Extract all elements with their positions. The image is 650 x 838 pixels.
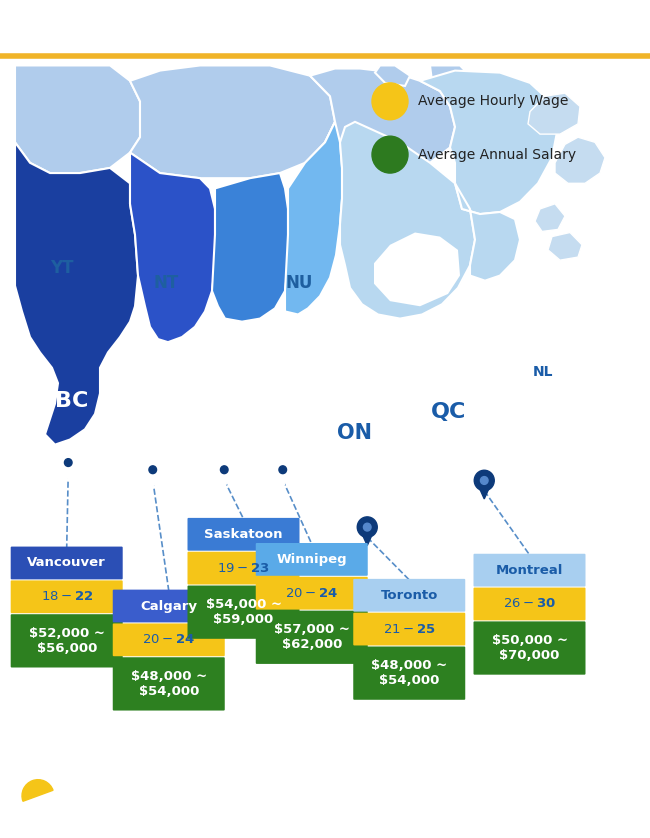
- Circle shape: [363, 523, 371, 531]
- Text: Winnipeg: Winnipeg: [276, 553, 347, 566]
- Polygon shape: [148, 476, 158, 489]
- Polygon shape: [212, 173, 288, 322]
- Circle shape: [474, 470, 494, 491]
- Polygon shape: [219, 476, 229, 489]
- Polygon shape: [420, 70, 558, 214]
- Circle shape: [58, 453, 78, 473]
- Polygon shape: [375, 65, 410, 86]
- Text: Montreal: Montreal: [496, 564, 563, 577]
- FancyBboxPatch shape: [353, 646, 465, 700]
- Text: SK: SK: [216, 406, 245, 425]
- Circle shape: [372, 83, 408, 120]
- Polygon shape: [555, 137, 605, 184]
- Text: YT: YT: [50, 260, 73, 277]
- FancyBboxPatch shape: [187, 518, 300, 551]
- Text: Average Annual Salary: Average Annual Salary: [418, 147, 576, 162]
- FancyBboxPatch shape: [255, 543, 368, 576]
- FancyBboxPatch shape: [473, 622, 586, 675]
- Circle shape: [358, 517, 377, 537]
- Text: $26 - $30: $26 - $30: [503, 597, 556, 610]
- FancyBboxPatch shape: [10, 581, 123, 613]
- Text: $20 - $24: $20 - $24: [285, 587, 338, 600]
- Text: Sundance: Sundance: [60, 791, 159, 809]
- Circle shape: [214, 459, 234, 480]
- Circle shape: [143, 459, 162, 480]
- FancyBboxPatch shape: [112, 623, 225, 656]
- Polygon shape: [430, 65, 475, 93]
- Text: $19 - $23: $19 - $23: [217, 561, 270, 575]
- Circle shape: [279, 466, 287, 473]
- Circle shape: [149, 466, 157, 473]
- Polygon shape: [340, 122, 475, 318]
- Polygon shape: [278, 476, 288, 489]
- FancyBboxPatch shape: [255, 611, 368, 664]
- Text: Vancouver: Vancouver: [27, 556, 106, 570]
- Text: NU: NU: [285, 274, 313, 292]
- Wedge shape: [22, 779, 53, 801]
- FancyBboxPatch shape: [473, 554, 586, 587]
- Text: NL: NL: [532, 365, 553, 380]
- Text: $54,000 ~
$59,000: $54,000 ~ $59,000: [205, 598, 281, 626]
- Polygon shape: [15, 65, 140, 173]
- Polygon shape: [15, 142, 138, 445]
- Circle shape: [480, 477, 488, 484]
- FancyBboxPatch shape: [473, 587, 586, 620]
- FancyBboxPatch shape: [187, 551, 300, 584]
- Text: $20 - $24: $20 - $24: [142, 634, 195, 646]
- Text: NT: NT: [153, 274, 178, 292]
- Text: $48,000 ~
$54,000: $48,000 ~ $54,000: [371, 660, 447, 687]
- Text: AB: AB: [142, 402, 176, 422]
- FancyBboxPatch shape: [187, 586, 300, 639]
- Polygon shape: [374, 232, 460, 306]
- Circle shape: [372, 136, 408, 173]
- Text: QC: QC: [431, 402, 466, 422]
- Text: $21 - $25: $21 - $25: [383, 623, 436, 635]
- Polygon shape: [285, 122, 342, 314]
- Text: $57,000 ~
$62,000: $57,000 ~ $62,000: [274, 623, 350, 651]
- FancyBboxPatch shape: [10, 614, 123, 668]
- Polygon shape: [130, 153, 215, 342]
- Polygon shape: [548, 232, 582, 260]
- Text: $48,000 ~
$54,000: $48,000 ~ $54,000: [131, 670, 207, 698]
- Text: ON: ON: [337, 423, 372, 443]
- Circle shape: [220, 466, 228, 473]
- Text: Saskatoon: Saskatoon: [204, 528, 283, 541]
- Polygon shape: [455, 184, 520, 281]
- Text: college: college: [60, 811, 105, 825]
- Text: Toronto: Toronto: [380, 589, 438, 602]
- Polygon shape: [310, 69, 455, 168]
- Text: $52,000 ~
$56,000: $52,000 ~ $56,000: [29, 627, 105, 654]
- FancyBboxPatch shape: [112, 657, 225, 711]
- Polygon shape: [479, 487, 489, 499]
- Circle shape: [273, 459, 292, 480]
- Polygon shape: [130, 65, 335, 178]
- FancyBboxPatch shape: [112, 590, 225, 623]
- Text: MB: MB: [279, 410, 313, 428]
- Text: How Much Does a Pharmacy Assistant Make?: How Much Does a Pharmacy Assistant Make?: [331, 801, 630, 815]
- Polygon shape: [535, 204, 565, 231]
- Text: PHARMACY ASSISTANT SALARIES IN 2024: PHARMACY ASSISTANT SALARIES IN 2024: [66, 17, 584, 37]
- Polygon shape: [63, 468, 73, 481]
- FancyBboxPatch shape: [353, 579, 465, 612]
- Circle shape: [64, 458, 72, 467]
- FancyBboxPatch shape: [255, 577, 368, 609]
- Text: Average Hourly Wage: Average Hourly Wage: [418, 95, 568, 108]
- Text: Calgary: Calgary: [140, 599, 197, 613]
- Polygon shape: [528, 93, 580, 134]
- Text: $50,000 ~
$70,000: $50,000 ~ $70,000: [491, 634, 567, 662]
- FancyBboxPatch shape: [10, 546, 123, 579]
- Text: $18 - $22: $18 - $22: [40, 590, 93, 603]
- FancyBboxPatch shape: [353, 613, 465, 645]
- Text: BC: BC: [55, 391, 88, 411]
- Polygon shape: [362, 533, 372, 546]
